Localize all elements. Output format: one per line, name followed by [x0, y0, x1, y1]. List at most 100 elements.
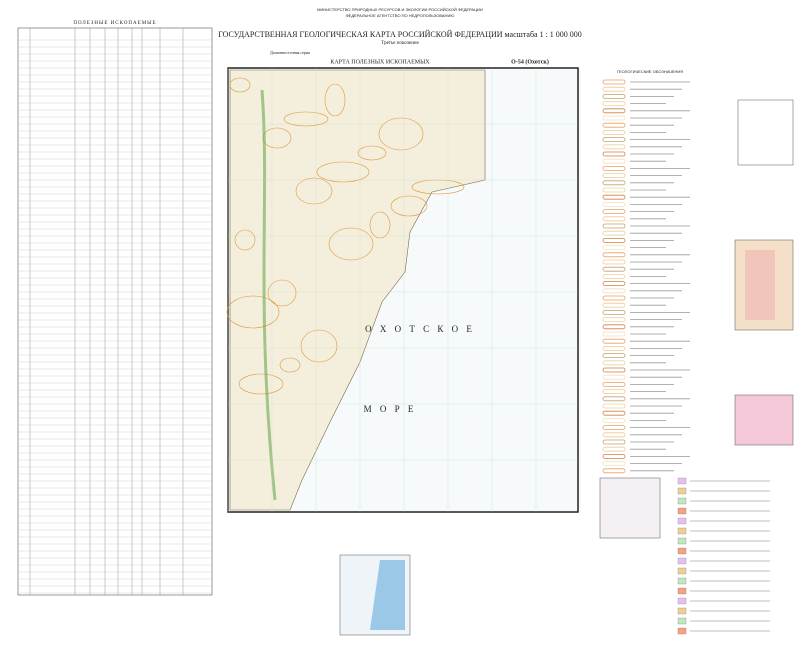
sheet-code: O-54 (Охотск) [511, 58, 549, 65]
legend-swatch [602, 374, 626, 380]
legend-swatch [602, 129, 626, 135]
legend-swatch [602, 79, 626, 85]
legend-swatch [602, 295, 626, 301]
legend-swatch [602, 158, 626, 164]
agency: ФЕДЕРАЛЬНОЕ АГЕНТСТВО ПО НЕДРОПОЛЬЗОВАНИ… [346, 13, 455, 18]
legend-swatch [602, 86, 626, 92]
legend-swatch [602, 180, 626, 186]
legend-swatch [602, 201, 626, 207]
contour [279, 357, 301, 373]
legend-swatch [602, 389, 626, 395]
legend-swatch [602, 345, 626, 351]
legend-swatch [602, 165, 626, 171]
legend-swatch [602, 396, 626, 402]
legend-swatch [602, 230, 626, 236]
series: Дальневосточная серия [270, 50, 310, 55]
contour [300, 329, 338, 363]
legend-swatch [602, 209, 626, 215]
contours [226, 68, 581, 512]
contour [357, 145, 387, 161]
legend-swatch [677, 537, 687, 545]
legend-title: ГЕОЛОГИЧЕСКИЕ ОБОЗНАЧЕНИЯ [617, 69, 683, 74]
table-title: ПОЛЕЗНЫЕ ИСКОПАЕМЫЕ [73, 21, 156, 26]
legend-swatch [602, 173, 626, 179]
contour [328, 227, 374, 261]
table-frame [17, 27, 213, 596]
ministry: МИНИСТЕРСТВО ПРИРОДНЫХ РЕСУРСОВ И ЭКОЛОГ… [317, 7, 483, 12]
legend-swatch [602, 446, 626, 452]
table-rows [18, 28, 212, 595]
legend-swatch [602, 331, 626, 337]
legend-swatch [602, 461, 626, 467]
legend-swatch [602, 144, 626, 150]
sea-label: М О Р Е [364, 404, 417, 414]
legend-swatch [602, 122, 626, 128]
legend-swatch [602, 223, 626, 229]
legend-swatch [602, 439, 626, 445]
location-sea [370, 560, 405, 630]
legend-swatch [677, 527, 687, 535]
legend-swatch [677, 487, 687, 495]
legend-swatch [602, 403, 626, 409]
legend-swatch [602, 417, 626, 423]
legend-swatch [602, 273, 626, 279]
legend-swatch [677, 627, 687, 635]
legend-swatch [677, 507, 687, 515]
contour [283, 111, 329, 127]
generation: Третье поколение [381, 41, 419, 46]
contour [234, 229, 256, 251]
legend-swatch [677, 607, 687, 615]
belt [260, 89, 277, 501]
sea-label: О Х О Т С К О Е [365, 324, 475, 334]
legend-swatch [602, 324, 626, 330]
legend-swatch [602, 338, 626, 344]
legend-swatch [677, 517, 687, 525]
legend-swatch [602, 187, 626, 193]
legend-swatch [602, 252, 626, 258]
legend-swatch [602, 137, 626, 143]
legend-swatch [677, 617, 687, 625]
contour [390, 195, 428, 217]
legend-swatch [602, 245, 626, 251]
legend-swatch [602, 101, 626, 106]
inset-map [734, 394, 794, 446]
legend-swatch [677, 557, 687, 565]
contour [316, 161, 370, 183]
legend-swatch [602, 410, 626, 416]
contour [238, 373, 284, 395]
contour [267, 279, 297, 307]
legend-swatch [602, 367, 626, 373]
legend-swatch [602, 453, 626, 459]
legend-swatch [602, 468, 626, 474]
legend-swatch [602, 317, 626, 323]
legend-swatch [602, 194, 626, 200]
sheet-title: ГОСУДАРСТВЕННАЯ ГЕОЛОГИЧЕСКАЯ КАРТА РОСС… [218, 30, 582, 39]
contour [295, 177, 333, 205]
legend-swatch [602, 108, 626, 114]
legend-swatch [602, 216, 626, 222]
legend-swatch [677, 497, 687, 505]
legend-swatch [677, 547, 687, 555]
legend-swatch [602, 151, 626, 157]
index-grid [599, 477, 661, 539]
legend-swatch [602, 259, 626, 265]
contour [369, 211, 391, 239]
legend-swatch [602, 94, 626, 99]
legend-swatch [602, 353, 626, 359]
legend-swatch [677, 477, 687, 485]
legend-swatch [602, 425, 626, 431]
map-title: КАРТА ПОЛЕЗНЫХ ИСКОПАЕМЫХ [330, 59, 430, 65]
legend-swatch [602, 360, 626, 366]
legend-swatch [677, 587, 687, 595]
contour [226, 295, 280, 329]
legend-swatch [602, 432, 626, 438]
contour [378, 117, 424, 151]
contour [229, 77, 251, 93]
legend-swatch [602, 302, 626, 308]
inset-zone [745, 250, 775, 320]
legend-swatch [677, 597, 687, 605]
side-table [737, 99, 794, 166]
legend-swatch [677, 577, 687, 585]
legend-swatch [602, 309, 626, 315]
